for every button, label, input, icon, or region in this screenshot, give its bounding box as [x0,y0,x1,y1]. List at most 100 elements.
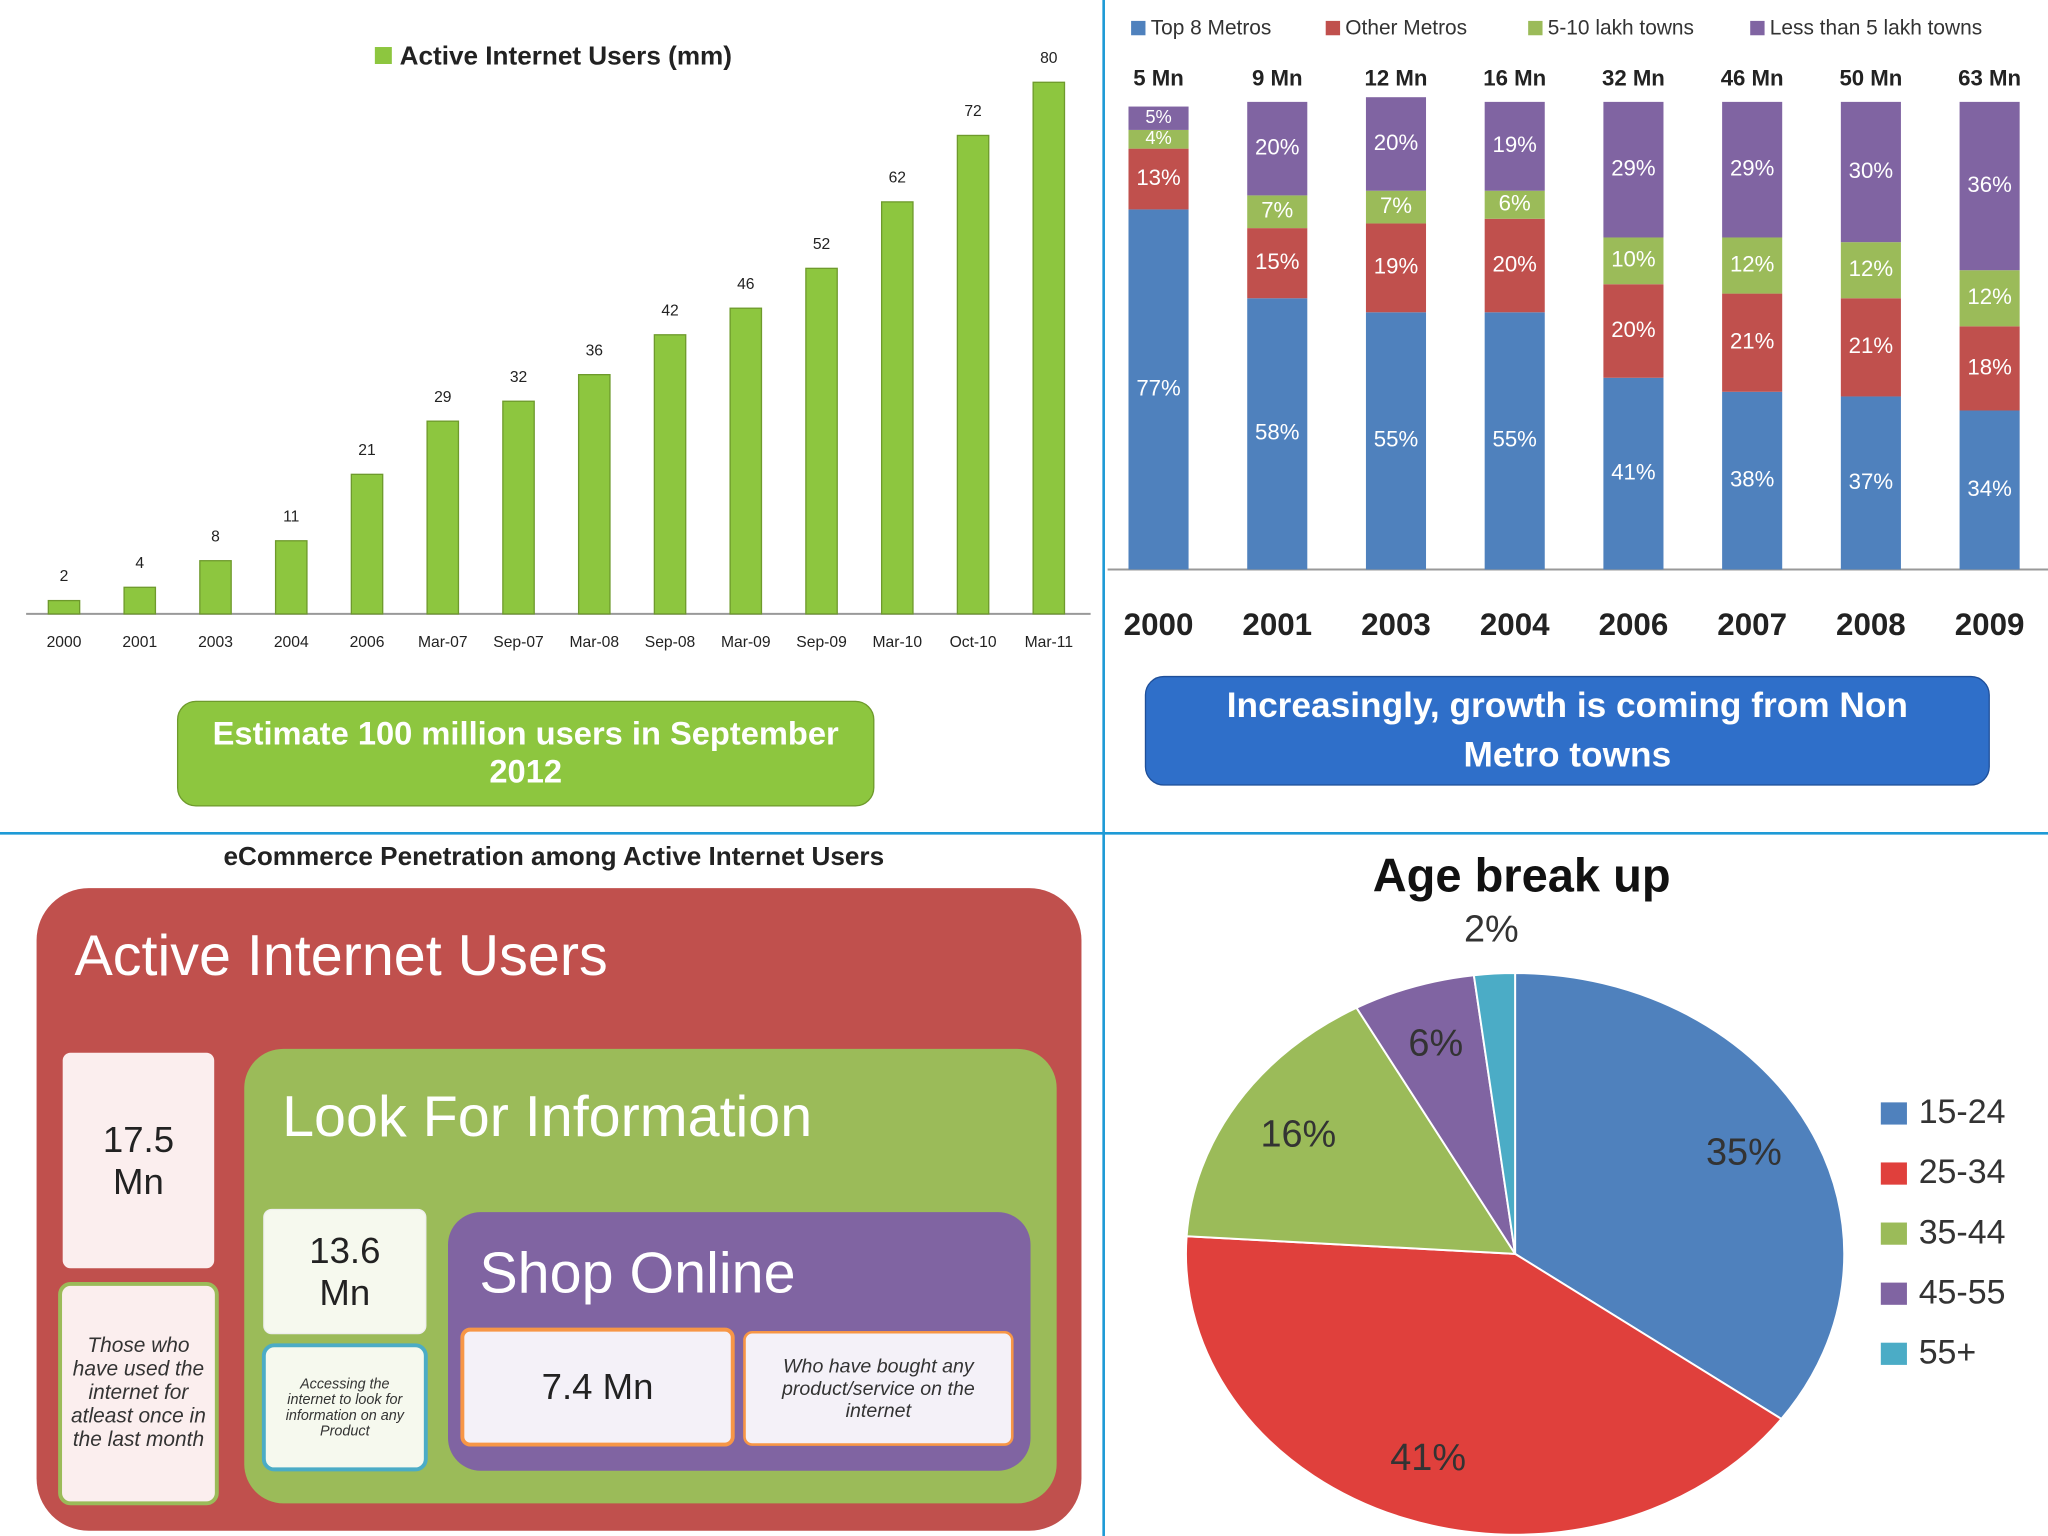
slice-label: 35% [1706,1131,1782,1173]
middle-note: Accessing the internet to look for infor… [285,1376,404,1439]
bar [880,201,914,615]
value-label: 15% [1255,249,1299,274]
total-label: 16 Mn [1483,66,1546,91]
bar-segment [1722,391,1783,570]
outer-note-box: Those who have used the internet for atl… [71,1334,206,1452]
bar [350,473,384,615]
outer-label: Active Internet Users [74,924,607,988]
outer-value-box: 17.5 Mn [103,1119,174,1201]
legend-swatch [1131,20,1146,36]
x-tick-label: 2003 [1361,607,1431,642]
value-label: 55% [1492,427,1536,452]
legend-swatch [1880,1162,1907,1185]
x-tick-label: 2009 [1955,607,2025,642]
bar [47,599,81,615]
slice-label: 41% [1390,1437,1466,1479]
value-label: 12% [1967,284,2011,309]
value-label: 11 [283,508,299,525]
bar-segment [1722,293,1783,392]
bar-segment [1484,312,1545,570]
value-label: 41% [1611,459,1655,484]
legend-swatch [1880,1282,1907,1305]
total-label: 50 Mn [1839,66,1902,91]
value-label: 58% [1255,420,1299,445]
x-tick-label: 2008 [1836,607,1906,642]
value-label: 21% [1730,329,1774,354]
value-label: 29% [1730,156,1774,181]
legend-label: Other Metros [1345,16,1467,39]
slice-label: 6% [1408,1023,1463,1065]
total-label: 5 Mn [1133,66,1184,91]
bar-segment [1128,209,1189,570]
value-label: 10% [1611,247,1655,272]
bar-segment [1959,326,2020,411]
value-label: 5% [1145,106,1171,127]
x-tick-label: Mar-08 [569,634,619,651]
note-box [58,1281,219,1506]
x-tick-label: 2003 [198,634,233,651]
bar-segment [1247,228,1308,299]
value-label: 55% [1374,427,1418,452]
bar [956,134,990,615]
bar [426,420,460,615]
x-tick-label: 2000 [47,634,82,651]
value-label: 37% [1849,469,1893,494]
bar-segment [1840,396,1901,570]
bar-segment [1722,101,1783,238]
x-tick-label: 2006 [1599,607,1669,642]
x-tick-label: Sep-07 [493,634,544,651]
bar-segment [1128,129,1189,149]
value-label: 19% [1492,132,1536,157]
legend-label: 15-24 [1919,1093,2006,1131]
bar-segment [1365,97,1427,191]
chart-title: Age break up [1373,848,1671,901]
legend-label: 5-10 lakh towns [1548,16,1694,39]
value-label: 36 [586,342,604,359]
legend-label: 35-44 [1919,1213,2006,1251]
middle-value-box: 13.6 Mn [309,1230,380,1312]
value-label: 6% [1499,191,1531,216]
outer-note: Those who have used the internet for atl… [71,1334,206,1452]
x-tick-label: Mar-09 [721,634,771,651]
bar [199,560,232,615]
legend-label: 55+ [1919,1333,1977,1371]
bar-segment [1484,190,1545,219]
annotation: Increasingly, growth is coming from Non … [1226,685,1908,774]
pie-slice [1185,1006,1517,1255]
legend-label: 45-55 [1919,1273,2006,1311]
bar [123,586,157,615]
legend-label: 25-34 [1919,1153,2006,1191]
inner-note-box: Who have bought any product/service on t… [781,1355,975,1422]
annotation-box: Estimate 100 million users in September … [213,716,839,790]
bar-segment [1603,237,1664,285]
pie-slice [1472,972,1517,1255]
x-tick-label: Sep-09 [796,634,847,651]
x-tick-label: Mar-07 [418,634,468,651]
diagram-title: eCommerce Penetration among Active Inter… [223,841,884,871]
pie-slice [1514,972,1846,1421]
value-label: 20% [1374,130,1418,155]
value-label: 34% [1967,476,2011,501]
bar-segment [1959,270,2020,327]
inner-note: Who have bought any product/service on t… [781,1355,975,1422]
annotation-bg [1144,675,1990,786]
value-box [460,1327,735,1447]
bar [653,334,687,615]
value-label: 30% [1849,158,1893,183]
value-label: 20% [1492,251,1536,276]
bar [729,307,763,615]
note-box [261,1343,428,1472]
total-label: 46 Mn [1721,66,1784,91]
pie-slice [1185,1235,1783,1536]
annotation-bg [176,700,875,807]
bar-segment [1484,101,1545,191]
slice-label: 2% [1464,909,1519,951]
value-label: 18% [1967,354,2011,379]
value-label: 77% [1136,375,1180,400]
value-label: 8 [211,528,220,545]
legend-swatch [1880,1222,1907,1245]
value-label: 29% [1611,156,1655,181]
annotation-box: Increasingly, growth is coming from Non … [1226,685,1908,774]
value-label: 12% [1849,256,1893,281]
